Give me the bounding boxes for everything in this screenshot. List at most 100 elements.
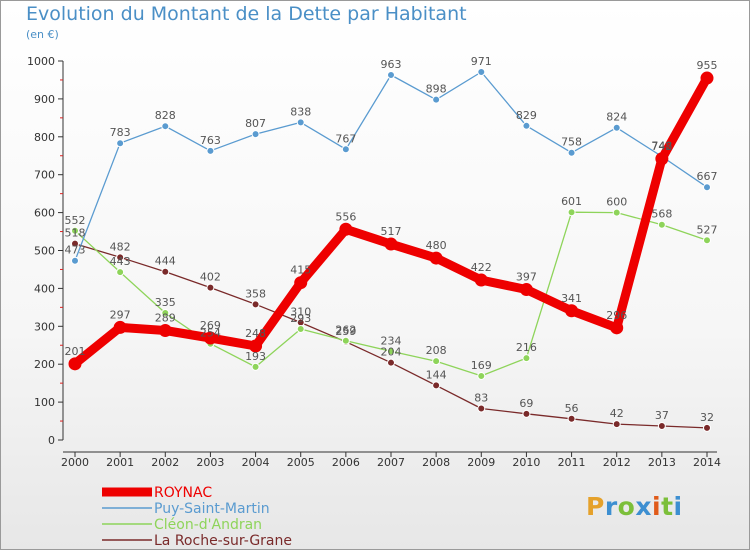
data-label-la-roche-sur-grane: 444	[155, 255, 176, 268]
legend-label-la-roche-sur-grane: La Roche-sur-Grane	[154, 533, 292, 549]
y-tick-label: 100	[34, 396, 55, 409]
data-point-roynac	[249, 339, 263, 353]
data-point-roynac	[519, 283, 533, 297]
x-tick-label: 2002	[151, 456, 179, 469]
x-tick-label: 2006	[332, 456, 360, 469]
x-tick-label: 2013	[648, 456, 676, 469]
data-label-puy-saint-martin: 963	[381, 58, 402, 71]
data-label-cl-on-d-andran: 601	[561, 195, 582, 208]
data-point-cl-on-d-andran	[567, 208, 576, 217]
data-label-roynac: 297	[110, 308, 131, 321]
data-label-roynac: 296	[606, 309, 627, 322]
data-label-puy-saint-martin: 767	[335, 132, 356, 145]
data-point-puy-saint-martin	[251, 130, 260, 139]
data-label-la-roche-sur-grane: 32	[700, 411, 714, 424]
data-point-cl-on-d-andran	[71, 226, 79, 235]
data-label-la-roche-sur-grane: 144	[426, 368, 447, 381]
data-point-puy-saint-martin	[432, 95, 441, 104]
legend-label-cl-on-d-andran: Cléon-d'Andran	[154, 517, 262, 533]
data-label-la-roche-sur-grane: 518	[65, 227, 86, 240]
data-label-cl-on-d-andran: 527	[697, 223, 718, 236]
data-label-roynac: 556	[335, 210, 356, 223]
data-label-cl-on-d-andran: 208	[426, 344, 447, 357]
x-tick-label: 2000	[61, 456, 89, 469]
data-point-la-roche-sur-grane	[116, 253, 125, 262]
data-label-roynac: 415	[290, 264, 311, 277]
data-label-puy-saint-martin: 667	[697, 170, 718, 183]
logo-letter: o	[617, 492, 636, 521]
y-tick-label: 700	[34, 169, 55, 182]
data-point-roynac	[429, 251, 443, 265]
data-label-puy-saint-martin: 473	[65, 244, 86, 257]
logo-letter: i	[652, 492, 662, 521]
data-point-cl-on-d-andran	[296, 324, 305, 333]
data-point-la-roche-sur-grane	[703, 423, 711, 432]
x-tick-label: 2001	[106, 456, 134, 469]
data-point-roynac	[384, 237, 398, 251]
data-label-la-roche-sur-grane: 69	[519, 397, 533, 410]
x-tick-label: 2004	[242, 456, 270, 469]
x-tick-label: 2007	[377, 456, 405, 469]
data-label-cl-on-d-andran: 443	[110, 255, 131, 268]
y-tick-label: 800	[34, 131, 55, 144]
data-label-cl-on-d-andran: 254	[200, 327, 221, 340]
data-point-puy-saint-martin	[567, 148, 576, 157]
data-point-puy-saint-martin	[522, 121, 531, 130]
series-layer	[68, 67, 714, 432]
logo-letter: x	[635, 492, 652, 521]
data-label-puy-saint-martin: 829	[516, 109, 537, 122]
data-label-la-roche-sur-grane: 310	[290, 306, 311, 319]
data-label-la-roche-sur-grane: 259	[335, 325, 356, 338]
data-label-roynac: 269	[200, 319, 221, 332]
data-point-roynac	[158, 323, 172, 337]
data-label-la-roche-sur-grane: 204	[381, 346, 402, 359]
data-label-puy-saint-martin: 898	[426, 83, 447, 96]
y-tick-label: 0	[48, 434, 55, 447]
data-point-cl-on-d-andran	[161, 309, 170, 318]
data-label-cl-on-d-andran: 335	[155, 296, 176, 309]
x-tick-label: 2012	[603, 456, 631, 469]
data-label-la-roche-sur-grane: 83	[474, 392, 488, 405]
y-tick-label: 300	[34, 320, 55, 333]
data-point-la-roche-sur-grane	[387, 358, 395, 367]
x-tick-label: 2005	[287, 456, 315, 469]
data-labels: 518 482 444 402 358 310 259 204 144 83 69 56 42 37 32 5…	[65, 55, 718, 424]
data-label-roynac: 422	[471, 261, 492, 274]
data-point-cl-on-d-andran	[387, 347, 395, 356]
data-point-cl-on-d-andran	[657, 220, 666, 229]
data-label-la-roche-sur-grane: 402	[200, 271, 221, 284]
data-label-roynac: 289	[155, 311, 176, 324]
data-point-puy-saint-martin	[116, 139, 125, 148]
data-label-roynac: 341	[561, 292, 582, 305]
data-point-la-roche-sur-grane	[206, 283, 215, 292]
data-point-la-roche-sur-grane	[567, 414, 576, 423]
data-label-puy-saint-martin: 838	[290, 105, 311, 118]
data-label-roynac: 955	[697, 59, 718, 72]
data-point-roynac	[700, 71, 714, 85]
data-point-puy-saint-martin	[341, 145, 350, 154]
logo-letter: r	[604, 492, 618, 521]
data-point-puy-saint-martin	[387, 71, 395, 80]
data-label-puy-saint-martin: 763	[200, 134, 221, 147]
y-tick-label: 400	[34, 282, 55, 295]
x-tick-label: 2010	[512, 456, 540, 469]
data-point-cl-on-d-andran	[341, 336, 350, 345]
data-label-cl-on-d-andran: 216	[516, 341, 537, 354]
data-label-roynac: 397	[516, 271, 537, 284]
data-point-la-roche-sur-grane	[432, 381, 441, 390]
data-label-puy-saint-martin: 758	[561, 136, 582, 149]
data-point-roynac	[655, 152, 669, 166]
data-point-cl-on-d-andran	[522, 354, 531, 363]
data-point-roynac	[113, 320, 127, 334]
data-label-roynac: 248	[245, 327, 266, 340]
proxiti-logo[interactable]: Proxiti	[586, 492, 683, 521]
data-label-cl-on-d-andran: 293	[290, 312, 311, 325]
data-label-cl-on-d-andran: 262	[335, 324, 356, 337]
data-point-la-roche-sur-grane	[657, 421, 666, 430]
data-point-roynac	[565, 304, 579, 318]
data-label-cl-on-d-andran: 568	[651, 208, 672, 221]
y-tick-label: 200	[34, 358, 55, 371]
